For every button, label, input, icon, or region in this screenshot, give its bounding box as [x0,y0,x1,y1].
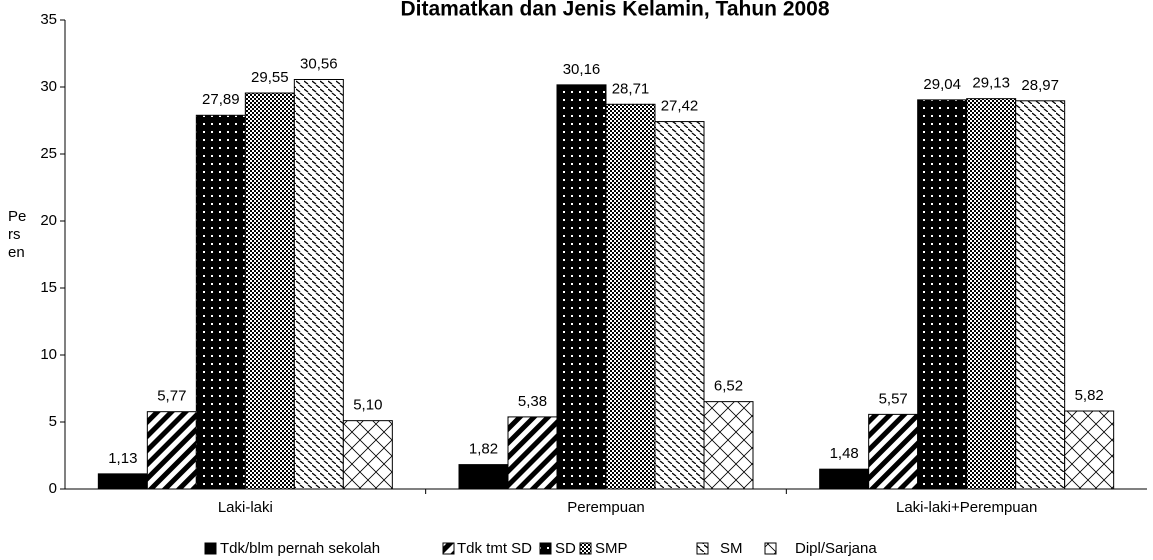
bar [1064,410,1115,490]
value-label: 29,13 [972,75,1010,92]
legend-swatch [579,542,592,555]
value-label: 29,04 [923,76,961,93]
value-label: 27,89 [202,91,240,108]
bar [146,411,197,490]
value-label: 1,48 [830,445,859,462]
bar [868,413,919,490]
value-label: 5,77 [157,388,186,405]
bar [917,99,968,490]
bar [1015,100,1066,490]
bar [556,84,607,490]
legend-swatch [204,542,217,555]
y-tick-label: 15 [40,279,57,296]
value-label: 6,52 [714,378,743,395]
x-tick-label: Laki-laki [218,499,273,516]
y-tick-label: 10 [40,346,57,363]
value-label: 1,13 [108,450,137,467]
bar [342,420,393,490]
bar [458,464,509,490]
value-label: 5,10 [353,397,382,414]
legend-label: SMP [595,540,628,557]
bar [819,468,870,490]
value-label: 30,16 [563,61,601,78]
legend-swatch [442,542,455,555]
x-tick-label: Laki-laki+Perempuan [896,499,1037,516]
value-label: 5,82 [1075,387,1104,404]
y-tick-label: 25 [40,145,57,162]
value-label: 5,57 [879,390,908,407]
legend-swatch [539,542,552,555]
legend-label: Tdk tmt SD [457,540,532,557]
value-label: 28,97 [1021,77,1059,94]
value-label: 27,42 [661,98,699,115]
y-tick-label: 5 [49,413,57,430]
x-tick-label: Perempuan [567,499,645,516]
legend-label: SM [720,540,743,557]
bar [966,98,1017,490]
value-label: 5,38 [518,393,547,410]
legend-label: Tdk/blm pernah sekolah [220,540,380,557]
value-label: 28,71 [612,80,650,97]
legend-label: Dipl/Sarjana [795,540,877,557]
legend-swatch [696,542,709,555]
bar [654,121,705,490]
bar [97,473,148,490]
bar [244,92,295,490]
y-tick-label: 20 [40,212,57,229]
value-label: 1,82 [469,441,498,458]
y-tick-label: 35 [40,11,57,28]
y-axis-label: Persen [8,208,27,261]
chart-title: Ditamatkan dan Jenis Kelamin, Tahun 2008 [400,0,829,21]
value-label: 29,55 [251,69,289,86]
legend-label: SD [555,540,576,557]
legend-swatch [764,542,777,555]
y-tick-label: 30 [40,78,57,95]
bar [195,114,246,490]
bar [605,103,656,490]
bar [703,401,754,490]
value-label: 30,56 [300,55,338,72]
bar [293,78,344,490]
bar [507,416,558,490]
y-tick-label: 0 [49,480,57,497]
